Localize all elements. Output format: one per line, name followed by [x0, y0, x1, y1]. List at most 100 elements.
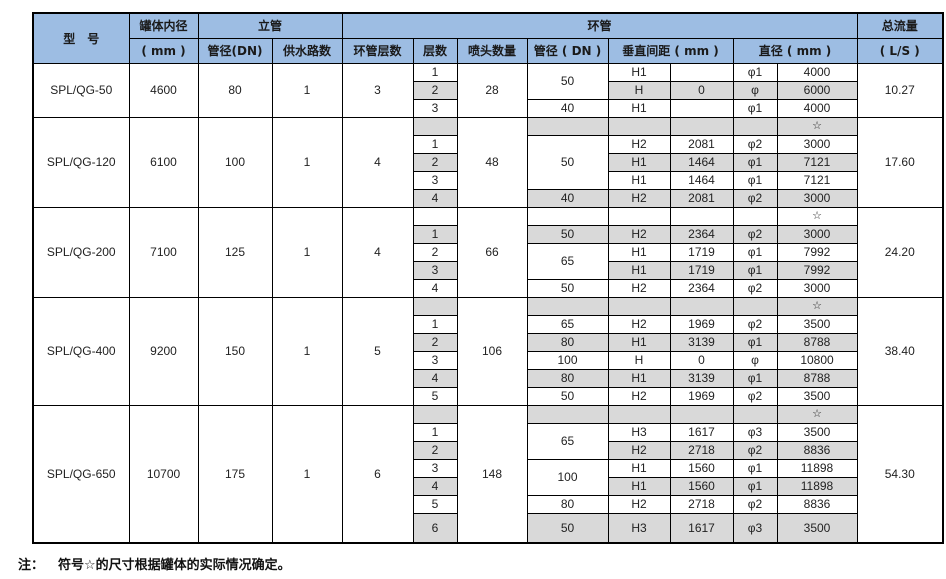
- diameter-value-cell: 8836: [776, 441, 858, 460]
- spacing-value-cell: [669, 297, 734, 316]
- diameter-label-cell: φ2: [732, 315, 778, 334]
- ring-dn-cell: 65: [526, 423, 609, 460]
- spacing-label-cell: H: [607, 81, 671, 100]
- ring-dn-cell: 50: [526, 387, 609, 406]
- ring-dn-cell: 65: [526, 243, 609, 280]
- spacing-label-cell: H1: [607, 63, 671, 82]
- diameter-value-cell: 8788: [776, 333, 858, 352]
- header-supply-count: 供水路数: [271, 38, 343, 64]
- header-layer: 层数: [412, 38, 458, 64]
- table-row: SPL/QG-50 4600 80 1 3 1 28 50 H1 φ1 4000 10.27: [32, 63, 944, 118]
- layer-cell: [412, 117, 458, 136]
- layer-cell: [412, 207, 458, 226]
- total-flow-cell: 38.40: [856, 297, 944, 406]
- header-ring-dn: 管径 ( DN ): [526, 38, 609, 64]
- table-row: 6 50 H3 1617 φ3 3500: [33, 513, 943, 544]
- spacing-label-cell: H2: [607, 279, 671, 298]
- star-symbol-cell: ☆: [776, 207, 858, 226]
- ring-layers-cell: 4: [341, 207, 414, 298]
- layer-cell: 3: [412, 459, 458, 478]
- table-row: 1 50 H2 2081 φ2 3000: [33, 135, 943, 190]
- spacing-label-cell: H2: [607, 387, 671, 406]
- diameter-value-cell: 8788: [776, 369, 858, 388]
- star-symbol-cell: ☆: [776, 117, 858, 136]
- layer-cell: 2: [412, 81, 458, 100]
- layer-cell: 4: [412, 369, 458, 388]
- spacing-label-cell: H1: [607, 171, 671, 190]
- diameter-label-cell: φ1: [732, 369, 778, 388]
- diameter-label-cell: φ2: [732, 225, 778, 244]
- diameter-label-cell: φ: [732, 351, 778, 370]
- layer-cell: 4: [412, 189, 458, 208]
- spacing-label-cell: H2: [607, 441, 671, 460]
- diameter-label-cell: φ1: [732, 63, 778, 82]
- spacing-label-cell: H: [607, 351, 671, 370]
- footnote: 注： 符号☆的尺寸根据罐体的实际情况确定。: [18, 554, 305, 573]
- ring-dn-cell: 100: [526, 351, 609, 370]
- table-row: SPL/QG-120 6100 100 1 4 48 ☆ 17.60: [32, 117, 944, 208]
- spacing-label-cell: [607, 297, 671, 316]
- diameter-label-cell: φ1: [732, 459, 778, 478]
- layer-cell: 2: [412, 243, 458, 262]
- diameter-label-cell: φ2: [732, 135, 778, 154]
- nozzle-count-cell: 28: [456, 63, 528, 118]
- nozzle-count-cell: 106: [456, 297, 528, 406]
- inner-diameter-cell: 6100: [128, 117, 199, 208]
- diameter-value-cell: 3000: [776, 279, 858, 298]
- diameter-value-cell: 3500: [776, 423, 858, 442]
- spacing-label-cell: [607, 207, 671, 226]
- table-row: 1 65 H2 1969 φ2 3500: [33, 315, 943, 334]
- layer-cell: 5: [412, 495, 458, 514]
- diameter-value-cell: 10800: [776, 351, 858, 370]
- layer-cell: 1: [412, 225, 458, 244]
- diameter-label-cell: φ2: [732, 441, 778, 460]
- layer-cell: 3: [412, 351, 458, 370]
- total-flow-cell: 17.60: [856, 117, 944, 208]
- diameter-label-cell: [732, 207, 778, 226]
- spacing-label-cell: H3: [607, 513, 671, 544]
- table-row: 4 50 H2 2364 φ2 3000: [33, 279, 943, 298]
- ring-dn-cell: 65: [526, 315, 609, 334]
- layer-cell: 6: [412, 513, 458, 544]
- header-nozzle-count: 喷头数量: [456, 38, 528, 64]
- ring-dn-cell: 50: [526, 225, 609, 244]
- layer-cell: [412, 405, 458, 424]
- spacing-value-cell: [669, 99, 734, 118]
- spacing-label-cell: H2: [607, 225, 671, 244]
- layer-cell: 5: [412, 387, 458, 406]
- ring-dn-cell: 50: [526, 513, 609, 544]
- ring-layers-cell: 3: [341, 63, 414, 118]
- layer-cell: 1: [412, 423, 458, 442]
- ring-dn-cell: [526, 297, 609, 316]
- nozzle-count-cell: 148: [456, 405, 528, 544]
- header-ring-layers: 环管层数: [341, 38, 414, 64]
- layer-cell: 2: [412, 333, 458, 352]
- spacing-label-cell: [607, 117, 671, 136]
- supply-count-cell: 1: [271, 207, 343, 298]
- spacing-value-cell: 2364: [669, 225, 734, 244]
- spacing-label-cell: H1: [607, 243, 671, 262]
- ring-layers-cell: 4: [341, 117, 414, 208]
- ring-layers-cell: 5: [341, 297, 414, 406]
- ring-dn-cell: 80: [526, 495, 609, 514]
- star-symbol-cell: ☆: [776, 405, 858, 424]
- spacing-label-cell: H1: [607, 153, 671, 172]
- model-cell: SPL/QG-50: [32, 63, 130, 118]
- spacing-value-cell: 1464: [669, 171, 734, 190]
- diameter-value-cell: 3500: [776, 315, 858, 334]
- diameter-label-cell: φ2: [732, 387, 778, 406]
- layer-cell: 2: [412, 153, 458, 172]
- spacing-value-cell: [669, 405, 734, 424]
- model-cell: SPL/QG-120: [32, 117, 130, 208]
- layer-cell: 3: [412, 99, 458, 118]
- riser-dn-cell: 125: [197, 207, 273, 298]
- diameter-label-cell: φ1: [732, 153, 778, 172]
- riser-dn-cell: 80: [197, 63, 273, 118]
- layer-cell: 1: [412, 135, 458, 154]
- spacing-value-cell: 1617: [669, 513, 734, 544]
- spacing-label-cell: H1: [607, 333, 671, 352]
- diameter-value-cell: 7121: [776, 171, 858, 190]
- diameter-label-cell: [732, 405, 778, 424]
- header-ring: 环管: [341, 12, 858, 39]
- nozzle-count-cell: 48: [456, 117, 528, 208]
